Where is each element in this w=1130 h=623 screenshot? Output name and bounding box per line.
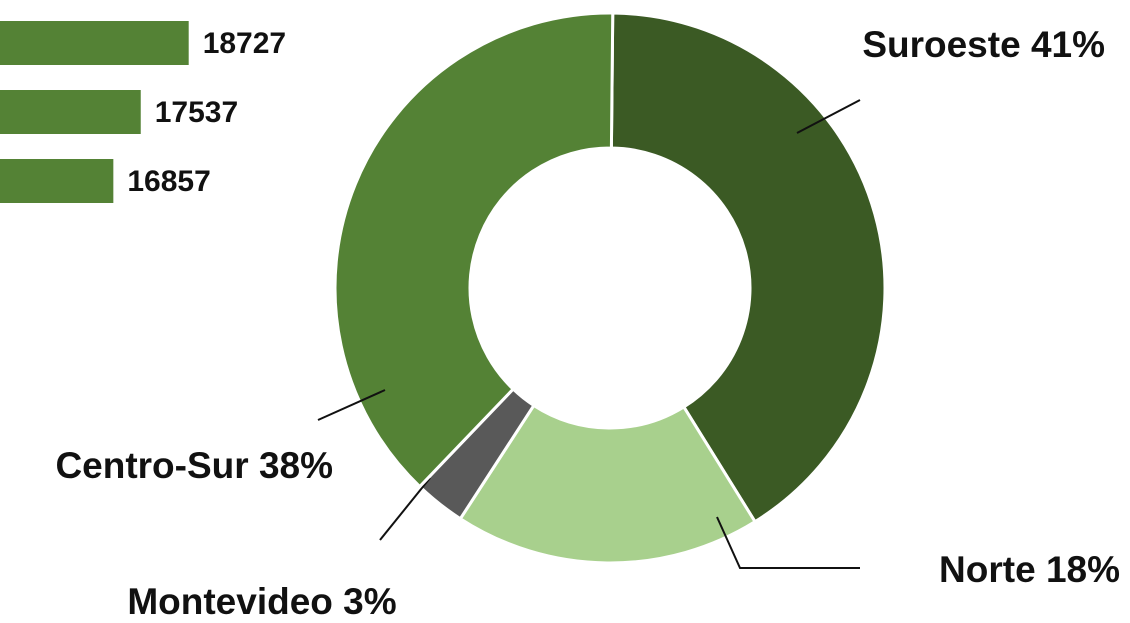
bar: [0, 90, 141, 134]
bar-value-label: 18727: [203, 27, 286, 60]
leader-line: [379, 477, 431, 541]
slice-label: Centro-Sur 38%: [55, 445, 333, 486]
leader-line: [716, 516, 860, 569]
bar-value-label: 16857: [127, 165, 210, 198]
bar: [0, 21, 189, 65]
slice-label: Montevideo 3%: [127, 581, 396, 622]
leader-line: [317, 389, 386, 421]
donut-slice: [609, 11, 887, 524]
bar: [0, 159, 114, 203]
donut-slice: [458, 403, 758, 565]
leader-line: [796, 99, 861, 134]
slice-label: Suroeste 41%: [862, 24, 1105, 65]
donut-slice: [333, 11, 615, 489]
slice-label: Norte 18%: [939, 549, 1120, 590]
bar-value-label: 17537: [155, 96, 238, 129]
